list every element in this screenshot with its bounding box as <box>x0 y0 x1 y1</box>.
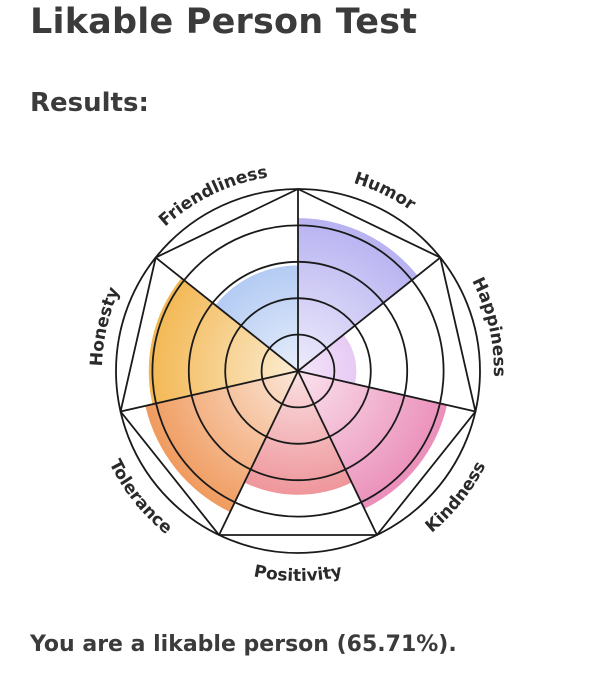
slice-kindness-shade <box>298 371 448 509</box>
slice-happiness-shade <box>298 334 357 384</box>
result-text-prefix: You are a likable person <box>30 632 329 657</box>
grid-spoke <box>297 370 378 536</box>
label-kindness: Kindness <box>422 458 490 537</box>
results-heading: Results: <box>30 88 149 118</box>
slices-group <box>145 218 448 513</box>
grid-spoke <box>297 370 476 413</box>
page-title: Likable Person Test <box>30 2 418 42</box>
slice-tolerance-shade <box>145 371 298 513</box>
grid-spoke <box>120 370 299 413</box>
outer-polygon <box>119 188 477 536</box>
slice-friendliness-shade <box>215 265 298 371</box>
result-percent: (65.71%). <box>336 632 457 657</box>
result-summary: You are a likable person (65.71%). <box>30 632 457 657</box>
slice-honesty-shade <box>148 277 298 405</box>
label-friendliness: Friendliness <box>155 162 269 230</box>
slice-humor-shade <box>298 218 418 371</box>
grid-spoke <box>218 370 299 536</box>
grid-group <box>115 188 481 554</box>
grid-spoke <box>155 256 299 372</box>
label-honesty: Honesty <box>87 284 124 367</box>
label-humor: Humor <box>352 169 420 216</box>
grid-spoke <box>297 256 441 372</box>
label-positivity: Positivity <box>252 561 344 586</box>
slice-positivity-shade <box>244 371 352 495</box>
